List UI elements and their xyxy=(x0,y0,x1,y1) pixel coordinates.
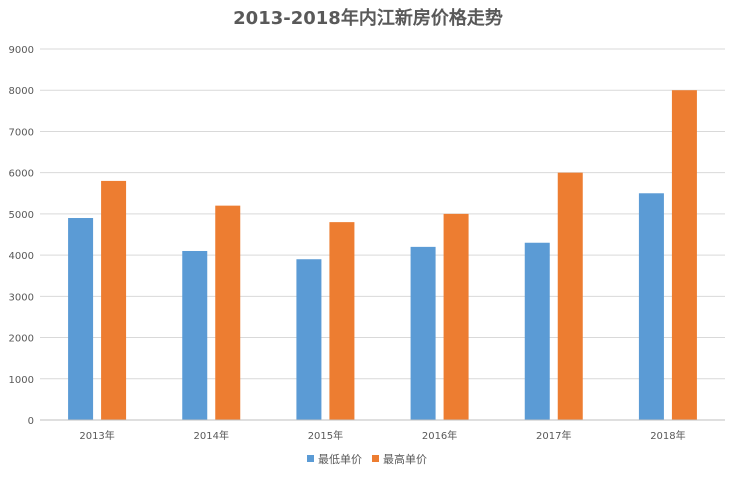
legend: 最低单价 最高单价 xyxy=(307,452,427,466)
x-tick-label: 2016年 xyxy=(422,429,457,442)
y-tick-label: 9000 xyxy=(9,45,34,56)
bar-max-5 xyxy=(671,90,697,420)
bar-min-1 xyxy=(182,250,208,420)
y-tick-label: 4000 xyxy=(9,251,34,262)
y-tick-label: 3000 xyxy=(9,292,34,303)
bar-max-0 xyxy=(101,180,127,420)
x-tick-label: 2015年 xyxy=(308,429,343,442)
bar-min-2 xyxy=(296,259,322,420)
bar-min-0 xyxy=(68,218,94,420)
chart-title: 2013-2018年内江新房价格走势 xyxy=(233,7,503,29)
y-tick-label: 6000 xyxy=(9,169,34,180)
x-tick-label: 2017年 xyxy=(536,429,571,442)
y-tick-label: 1000 xyxy=(9,375,34,386)
gridlines xyxy=(40,48,725,380)
legend-label: 最低单价 xyxy=(318,453,362,466)
x-tick-label: 2013年 xyxy=(79,429,114,442)
legend-label: 最高单价 xyxy=(383,452,427,466)
bar-max-3 xyxy=(443,213,469,420)
bar-min-3 xyxy=(410,246,436,420)
bar-max-4 xyxy=(557,172,583,420)
y-tick-label: 8000 xyxy=(9,86,34,97)
x-axis-ticks: 2013年 2014年 2015年 2016年 2017年 2018年 xyxy=(79,429,685,442)
y-tick-label: 7000 xyxy=(9,127,34,138)
legend-swatch xyxy=(372,455,379,462)
bar-max-1 xyxy=(215,205,241,420)
y-tick-label: 5000 xyxy=(9,210,34,221)
y-axis-ticks: 0 1000 2000 3000 4000 5000 6000 7000 8000 9000 xyxy=(9,45,34,427)
legend-swatch xyxy=(307,455,314,462)
bar-min-5 xyxy=(638,193,664,420)
bar-max-2 xyxy=(329,222,355,420)
y-tick-label: 0 xyxy=(28,416,34,427)
x-tick-label: 2014年 xyxy=(194,429,229,442)
x-tick-label: 2018年 xyxy=(650,429,685,442)
bar-min-4 xyxy=(524,242,550,420)
y-tick-label: 2000 xyxy=(9,334,34,345)
bars xyxy=(68,90,697,420)
